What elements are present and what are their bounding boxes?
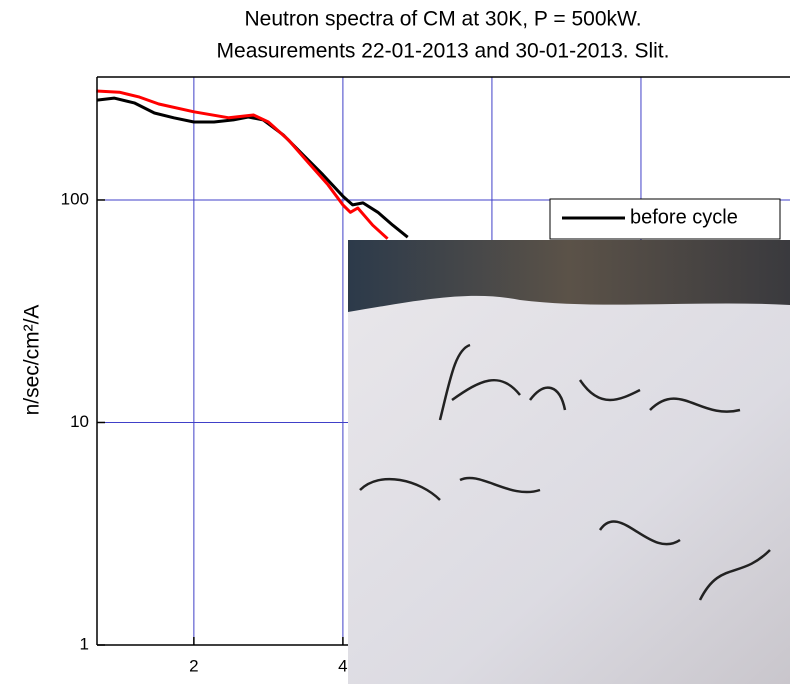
series-line [96, 91, 387, 239]
photo-overlay [348, 240, 790, 684]
plot [96, 91, 407, 239]
y-tick-label: 1 [80, 634, 89, 653]
chart-title: Neutron spectra of CM at 30K, P = 500kW. [244, 8, 641, 31]
series-line [97, 98, 408, 237]
x-tick-label: 2 [189, 656, 198, 675]
y-axis-label: n/sec/cm²/A [21, 305, 44, 416]
y-tick-label: 10 [70, 412, 89, 431]
y-tick-label: 100 [61, 189, 89, 208]
legend: before cycle [550, 199, 780, 239]
legend-label: before cycle [630, 206, 738, 228]
x-tick-label: 4 [338, 656, 347, 675]
photo-paper [348, 296, 790, 684]
chart-subtitle: Measurements 22-01-2013 and 30-01-2013. … [217, 40, 670, 63]
chart: Neutron spectra of CM at 30K, P = 500kW.… [0, 0, 790, 684]
